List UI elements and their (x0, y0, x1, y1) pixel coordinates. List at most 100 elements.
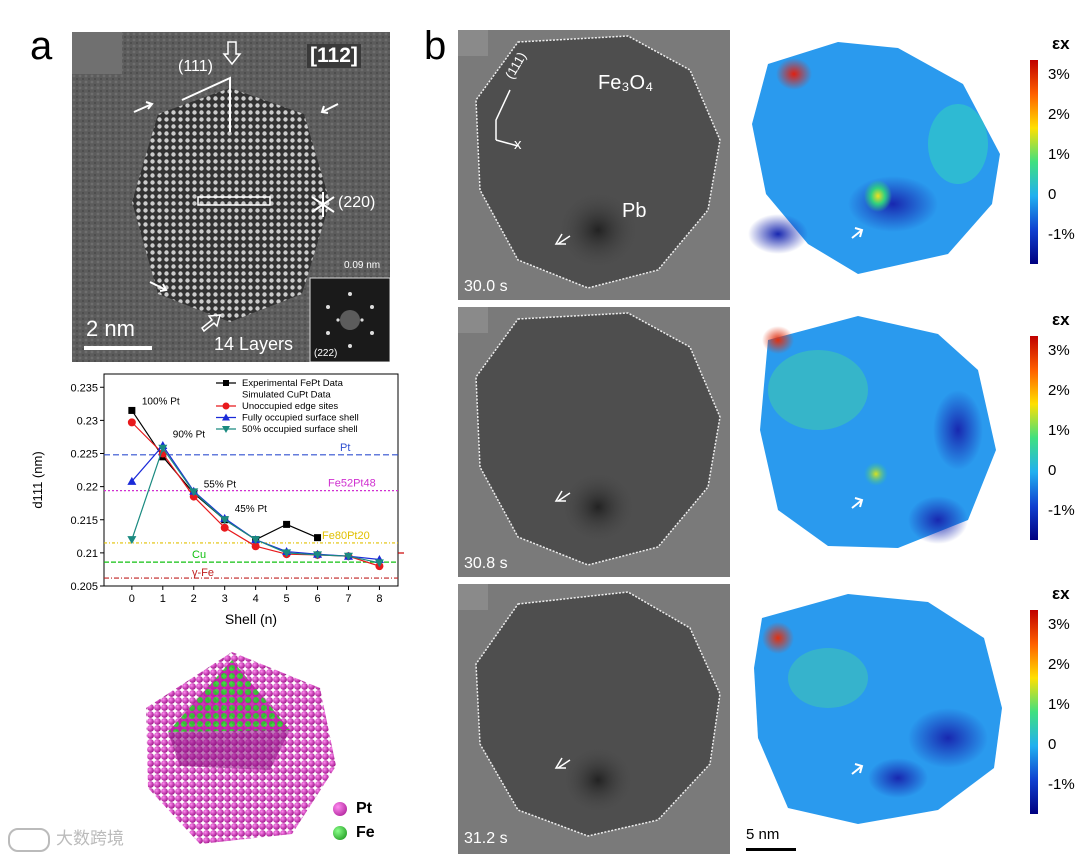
colorbar-tick-label: 3% (1048, 616, 1070, 633)
legend-pt-label: Pt (356, 800, 372, 817)
frame-3-time: 31.2 s (464, 830, 508, 847)
colorbar-tick-label: -1% (1048, 226, 1075, 243)
frame-1-inclusion-label: Pb (622, 200, 647, 222)
strain-map-2 (760, 316, 996, 548)
data-point (343, 552, 353, 561)
data-point (127, 536, 137, 545)
plot-frame (103, 373, 399, 587)
colorbar-tick-label: 0 (1048, 462, 1057, 479)
legend-marker (222, 413, 230, 421)
x-tick-label: 5 (284, 593, 290, 605)
fft-plane-label: (222) (314, 348, 338, 359)
data-point (220, 516, 230, 525)
x-tick-label: 0 (129, 593, 135, 605)
y-tick-label: 0.235 (70, 382, 98, 394)
legend-entry: Experimental FePt Data (242, 378, 344, 389)
legend-pt-dot (333, 802, 347, 816)
chart-annotation: 100% Pt (142, 396, 180, 407)
colorbar-title: εx (1052, 310, 1070, 329)
data-point (314, 534, 322, 542)
watermark-text: 大数跨境 (56, 829, 124, 848)
data-point (313, 551, 323, 560)
colorbar-tick-label: 1% (1048, 146, 1070, 163)
data-point (251, 542, 260, 551)
chart-annotation: 55% Pt (204, 479, 236, 490)
d111-shell-chart: Pt Fe52Pt48 Fe80Pt20 Cu γ-Fe 0 1 2 3 4 5 6 7 8 0.205 0.… (30, 373, 404, 627)
frame-1-axis-x: x (514, 136, 522, 153)
x-tick-label: 8 (376, 593, 382, 605)
legend-marker (222, 402, 230, 410)
data-point (220, 523, 229, 532)
zone-axis-label: [112] (307, 44, 361, 68)
strain-map-1 (748, 42, 1000, 274)
x-axis-label: Shell (n) (225, 611, 277, 627)
colorbar-tick-label: 3% (1048, 342, 1070, 359)
tem-frame-1: Fe₃O₄ Pb (111) x 30.0 s (458, 30, 730, 300)
legend-fe-label: Fe (356, 824, 375, 841)
tem-frame-3: 31.2 s (458, 584, 730, 854)
colorbar-tick-label: 2% (1048, 106, 1070, 123)
y-tick-label: 0.225 (70, 449, 98, 461)
strain-map-3 (754, 594, 1002, 824)
watermark: 大数跨境 (8, 824, 124, 852)
legend-fe-dot (333, 826, 347, 840)
x-tick-label: 2 (191, 593, 197, 605)
watermark-logo-icon (8, 827, 50, 852)
hrtem-svg (72, 32, 390, 362)
x-tick-label: 3 (222, 593, 228, 605)
legend-marker (222, 426, 230, 433)
chart-annotation: 90% Pt (173, 430, 205, 441)
panel-a-letter: a (30, 24, 53, 68)
colorbar-gradient (1030, 336, 1038, 540)
legend-entry: Simulated CuPt Data (242, 390, 331, 401)
data-point (189, 488, 199, 497)
data-point (251, 536, 261, 545)
reference-line-label: Cu (192, 549, 206, 561)
reference-line-label: Pt (340, 442, 350, 454)
colorbar-tick-label: 2% (1048, 656, 1070, 673)
panel-b-scale-bar (746, 848, 796, 851)
frame-2-time: 30.8 s (464, 555, 508, 572)
plane-111-label: (111) (178, 58, 213, 75)
panel-b-scale-bar-label: 5 nm (746, 826, 780, 843)
plane-220-label: (220) (338, 194, 376, 211)
tem-frame-2-svg (458, 307, 730, 577)
reference-line-label: Fe52Pt48 (328, 478, 376, 490)
tem-frame-2: 30.8 s (458, 307, 730, 577)
data-point (283, 520, 291, 528)
y-tick-label: 0.215 (70, 515, 98, 527)
panel-b-letter: b (424, 24, 447, 68)
hrtem-scale-bar-label: 2 nm (86, 316, 135, 341)
colorbar-title: εx (1052, 34, 1070, 53)
x-tick-label: 4 (253, 593, 259, 605)
reference-line-label: Fe80Pt20 (322, 530, 370, 542)
colorbar-1: εx 3% 2% 1% 0 -1% (1030, 34, 1080, 274)
data-point (128, 406, 136, 414)
colorbar-gradient (1030, 610, 1038, 814)
y-axis-label: d111 (nm) (30, 451, 45, 508)
tem-frame-1-svg (458, 30, 730, 300)
data-point (374, 559, 384, 568)
colorbar-tick-label: 2% (1048, 382, 1070, 399)
legend-entry: 50% occupied surface shell (242, 424, 358, 435)
y-tick-label: 0.21 (77, 548, 98, 560)
fft-spacing-label: 0.09 nm (344, 260, 381, 271)
chart-annotation: 45% Pt (235, 504, 267, 515)
frame-1-time: 30.0 s (464, 278, 508, 295)
y-tick-label: 0.205 (70, 581, 98, 593)
colorbar-tick-label: 3% (1048, 66, 1070, 83)
data-point (127, 418, 136, 427)
colorbar-tick-label: 1% (1048, 422, 1070, 439)
legend-entry: Unoccupied edge sites (242, 401, 338, 412)
colorbar-2: εx 3% 2% 1% 0 -1% (1030, 310, 1080, 550)
colorbar-tick-label: 1% (1048, 696, 1070, 713)
frame-1-matrix-label: Fe₃O₄ (598, 72, 654, 94)
data-point (158, 444, 168, 453)
colorbar-tick-label: -1% (1048, 502, 1075, 519)
colorbar-3: εx 3% 2% 1% 0 -1% (1030, 584, 1080, 824)
tem-frame-3-svg (458, 584, 730, 854)
reference-line-label: γ-Fe (192, 567, 214, 579)
legend-marker (223, 380, 229, 386)
layers-label: 14 Layers (214, 334, 294, 354)
x-tick-label: 7 (345, 593, 351, 605)
